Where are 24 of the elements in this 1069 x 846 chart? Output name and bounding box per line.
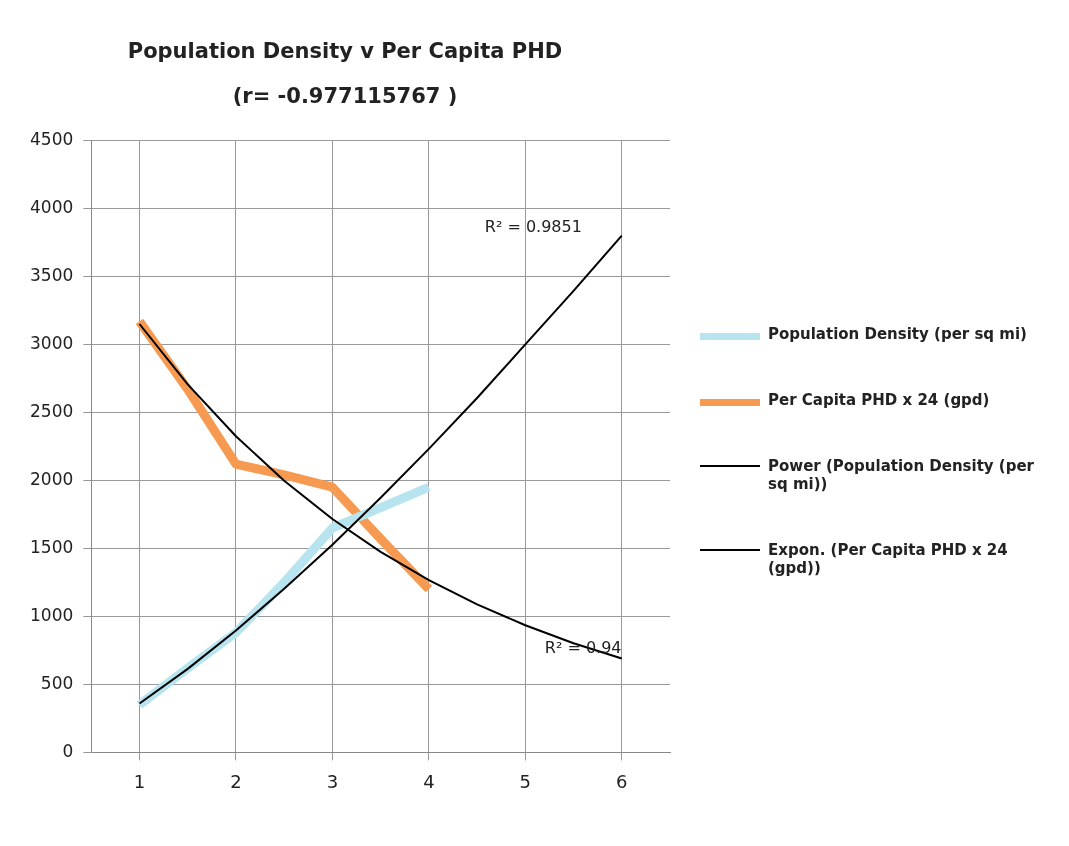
y-tick-label: 1500 [30,536,74,557]
legend-label: Expon. (Per Capita PHD x 24 (gpd)) [768,541,1009,577]
legend-label: Power (Population Density (per sq mi)) [768,457,1035,493]
x-tick-label: 1 [133,770,146,792]
y-tick-label: 0 [62,740,74,761]
y-tick-label: 1000 [30,604,74,625]
y-tick-label: 4500 [30,128,74,149]
x-tick-label: 6 [616,770,628,792]
legend-label: Population Density (per sq mi) [768,325,1027,343]
y-tick-label: 4000 [30,196,74,217]
chart-title: Population Density v Per Capita PHD [127,39,563,64]
x-tick-label: 3 [326,770,339,792]
y-tick-label: 3000 [30,332,74,353]
chart-subtitle: (r= -0.977115767 ) [232,84,458,109]
x-tick-label: 4 [423,770,435,792]
legend-label: Per Capita PHD x 24 (gpd) [768,391,990,409]
y-tick-label: 3500 [30,264,74,285]
x-tick-label: 2 [230,770,242,792]
x-tick-label: 5 [519,770,532,792]
y-tick-label: 2500 [30,400,74,421]
annotation: R² = 0.94 [544,637,622,657]
annotation: R² = 0.9851 [484,216,582,236]
y-tick-label: 500 [40,672,74,693]
y-tick-label: 2000 [30,468,74,489]
